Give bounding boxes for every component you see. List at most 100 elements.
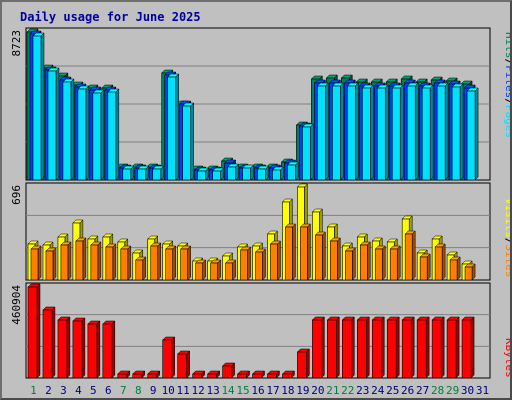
bar-sites-day-5 (90, 244, 99, 281)
bar-sites-day-11 (180, 248, 188, 281)
bar-kbytes-day-28 (431, 319, 442, 379)
bar-sites-day-6-side (112, 243, 117, 281)
bar-pages-day-30 (466, 90, 476, 181)
x-tick-label: 30 (461, 384, 474, 397)
bar-pages-day-27 (421, 87, 431, 181)
bar-pages-day-3 (62, 81, 72, 181)
bar-pages-day-2 (47, 70, 57, 181)
bar-pages-day-29-side (459, 83, 464, 181)
legend-hits: Hits (503, 32, 510, 59)
bar-pages-day-11 (182, 105, 191, 181)
legend-visits-sites: Visits/Sites (503, 198, 510, 278)
x-tick-label: 12 (192, 384, 205, 397)
legend-sites: Sites (503, 244, 510, 277)
bar-sites-day-7 (120, 248, 129, 281)
bar-pages-day-22-side (355, 82, 359, 181)
bar-sites-day-25 (389, 248, 398, 281)
bar-pages-day-13 (212, 170, 221, 181)
legend-sep: / (503, 59, 510, 66)
x-tick-label: 31 (476, 384, 489, 397)
bar-sites-day-9 (150, 245, 159, 281)
bar-kbytes-day-5-side (96, 320, 101, 379)
bar-kbytes-day-24-side (381, 316, 385, 379)
bar-sites-day-19 (300, 226, 308, 281)
bar-sites-day-8-side (142, 256, 147, 281)
bar-sites-day-23 (359, 244, 368, 281)
bar-sites-day-18-side (292, 223, 296, 281)
bar-pages-day-4 (77, 88, 87, 181)
bar-sites-day-16 (255, 251, 263, 281)
bar-pages-day-3-side (70, 78, 75, 181)
bar-sites-day-4-side (82, 237, 87, 281)
bar-pages-day-30-side (474, 87, 479, 181)
legend-kbytes: KBytes (503, 338, 510, 378)
bar-sites-day-28-side (441, 243, 446, 281)
legend-visits: Visits (503, 198, 510, 238)
bar-sites-day-28 (434, 246, 443, 281)
x-tick-label: 23 (356, 384, 369, 397)
y-max-label: 8723 (10, 30, 23, 57)
bar-sites-day-27-side (426, 253, 431, 281)
bar-sites-day-13-side (217, 259, 221, 281)
bar-kbytes-day-25 (386, 319, 397, 379)
bar-pages-day-14-side (235, 163, 239, 181)
bar-kbytes-day-15 (237, 373, 247, 379)
bar-kbytes-day-22-side (351, 316, 355, 379)
bar-sites-day-14-side (232, 259, 236, 281)
bar-kbytes-day-27 (416, 319, 427, 379)
bar-kbytes-day-10 (162, 339, 173, 379)
bar-sites-day-29 (449, 259, 458, 281)
bar-pages-day-18 (287, 164, 296, 181)
bar-kbytes-day-12 (192, 373, 202, 379)
bar-kbytes-day-17 (267, 373, 277, 379)
bar-kbytes-day-13 (207, 373, 217, 379)
bar-kbytes-day-26 (401, 319, 412, 379)
legend-kbytes: KBytes (503, 338, 510, 378)
bar-sites-day-20 (315, 234, 323, 281)
bar-kbytes-day-14-side (231, 362, 235, 379)
bar-kbytes-day-24 (371, 319, 382, 379)
bar-pages-day-5 (92, 92, 102, 181)
bar-sites-day-21 (330, 240, 338, 281)
bar-sites-day-11-side (187, 245, 191, 281)
bar-pages-day-20-side (325, 82, 329, 181)
bar-sites-day-2 (45, 250, 54, 281)
bar-pages-day-26-side (414, 82, 419, 181)
bar-sites-day-30-side (471, 263, 476, 281)
x-tick-label: 25 (386, 384, 399, 397)
bar-pages-day-2-side (55, 67, 60, 181)
bar-kbytes-day-19 (297, 351, 307, 379)
bar-sites-day-3 (60, 244, 69, 281)
legend-files: Files (503, 65, 510, 98)
bar-pages-day-21-side (340, 82, 344, 181)
x-tick-label: 6 (105, 384, 112, 397)
bar-pages-day-24-side (385, 84, 389, 181)
bar-sites-day-12-side (202, 259, 206, 281)
bar-pages-day-16 (257, 168, 266, 181)
bar-sites-day-10 (165, 248, 174, 281)
x-tick-label: 26 (401, 384, 414, 397)
bar-pages-day-25 (391, 87, 401, 181)
bar-sites-day-13 (210, 262, 218, 281)
bar-pages-day-18-side (295, 161, 299, 181)
x-tick-label: 4 (75, 384, 82, 397)
x-tick-label: 11 (177, 384, 190, 397)
bar-sites-day-15 (240, 249, 248, 281)
x-tick-label: 14 (221, 384, 235, 397)
x-tick-label: 29 (446, 384, 459, 397)
x-tick-label: 18 (281, 384, 294, 397)
bar-kbytes-day-16 (252, 373, 262, 379)
bar-kbytes-day-27-side (425, 316, 430, 379)
bar-sites-day-17 (270, 243, 278, 281)
bar-pages-day-29 (451, 86, 461, 181)
x-tick-label: 15 (236, 384, 249, 397)
bar-sites-day-12 (195, 262, 203, 281)
legend-sep: / (503, 98, 510, 105)
bar-kbytes-day-20 (312, 319, 322, 379)
bar-pages-day-1-side (40, 32, 45, 181)
bar-kbytes-day-4 (72, 320, 83, 379)
bar-kbytes-day-19-side (306, 348, 310, 379)
bar-pages-day-24 (376, 87, 386, 181)
legend-hits-files-pages: Hits/Files/Pages (503, 32, 510, 138)
